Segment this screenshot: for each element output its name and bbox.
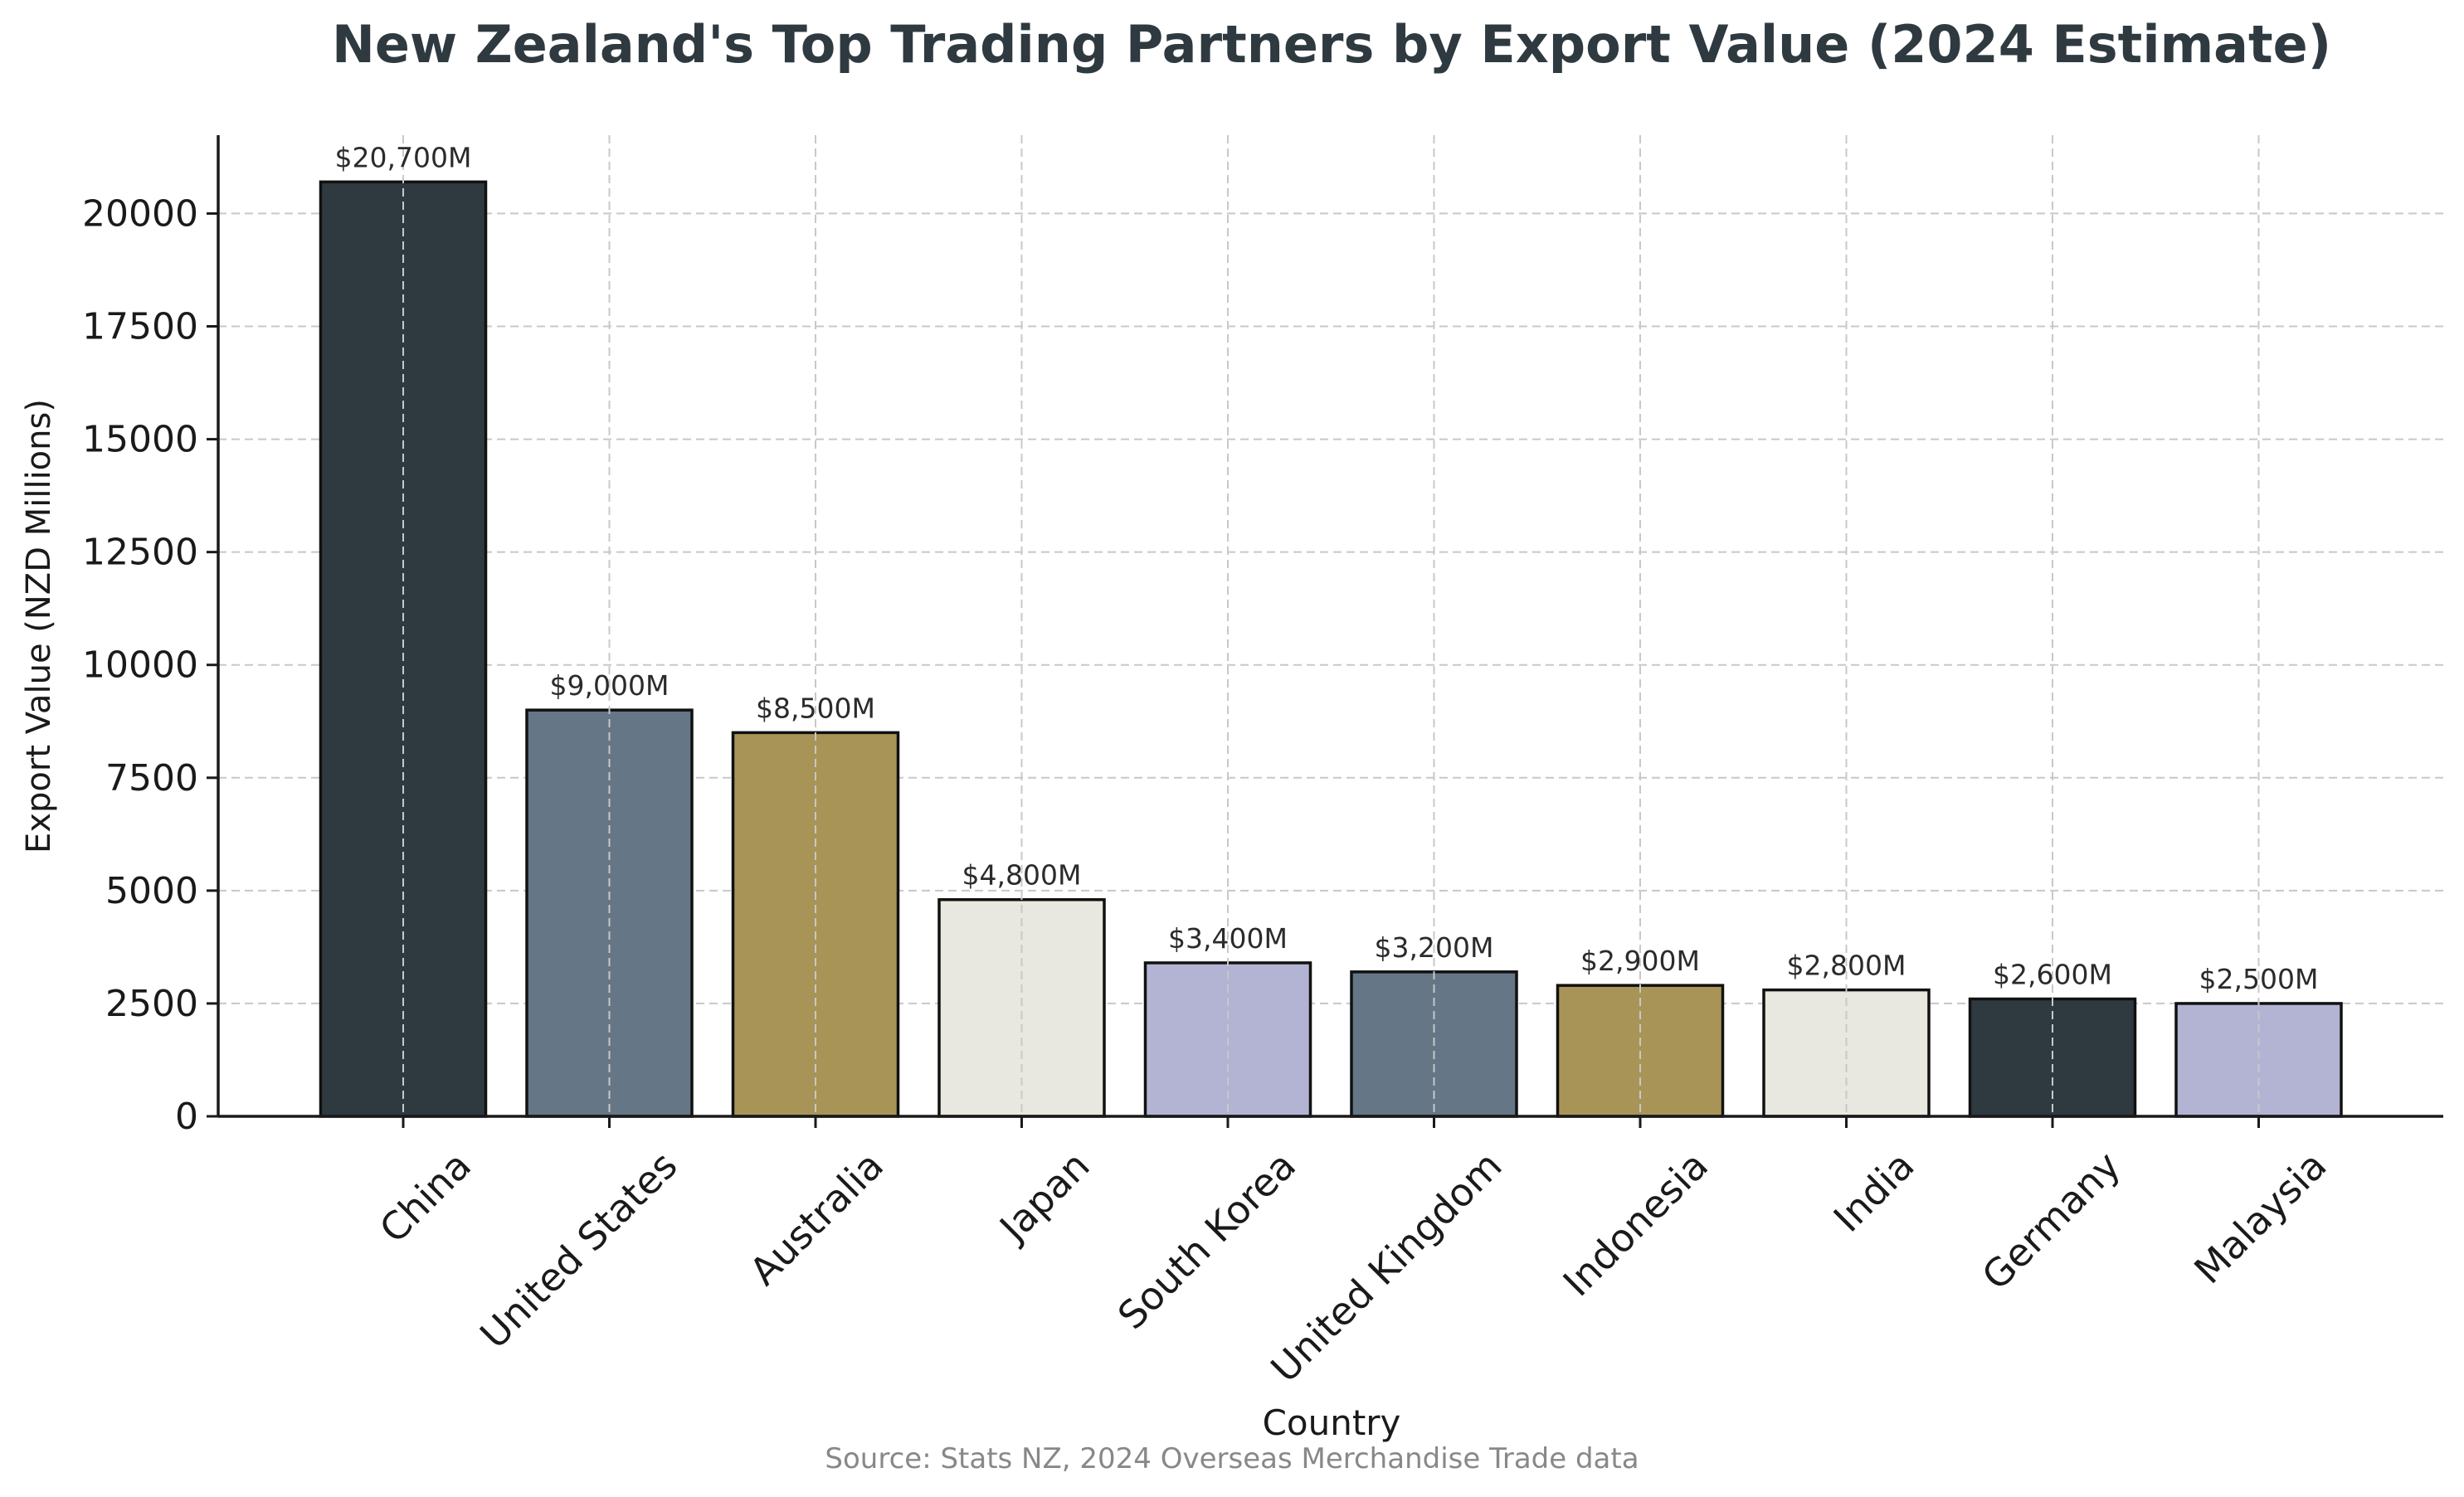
axes xyxy=(207,135,2443,1128)
data-label: $2,600M xyxy=(1993,958,2112,990)
y-tick-label: 10000 xyxy=(82,644,198,687)
y-tick-label: 20000 xyxy=(82,192,198,235)
y-tick-label: 15000 xyxy=(82,419,198,461)
y-tick-label: 17500 xyxy=(82,306,198,348)
data-label: $9,000M xyxy=(550,669,670,702)
y-tick-label: 2500 xyxy=(105,983,198,1025)
data-labels: $20,700M $9,000M $8,500M $4,800M $3,400M $3,2… xyxy=(335,141,2319,995)
y-tick-labels: 0 2500 5000 7500 10000 12500 15000 17500 20000 xyxy=(82,192,198,1138)
y-tick-label: 0 xyxy=(175,1096,198,1138)
data-label: $20,700M xyxy=(335,141,472,173)
vertical-grid-lines xyxy=(402,135,2260,1116)
data-label: $2,900M xyxy=(1580,945,1700,977)
y-tick-label: 5000 xyxy=(105,870,198,912)
data-label: $4,800M xyxy=(962,859,1082,892)
data-label: $3,200M xyxy=(1375,931,1494,964)
y-axis-label: Export Value (NZD Millions) xyxy=(20,399,58,853)
chart-title: New Zealand's Top Trading Partners by Ex… xyxy=(332,14,2331,75)
data-label: $8,500M xyxy=(756,692,875,724)
y-tick-label: 7500 xyxy=(105,757,198,800)
x-axis-label: Country xyxy=(1263,1402,1401,1443)
bar xyxy=(2174,1002,2343,1118)
data-label: $2,500M xyxy=(2199,963,2319,995)
source-note: Source: Stats NZ, 2024 Overseas Merchand… xyxy=(825,1442,1639,1475)
data-label: $2,800M xyxy=(1787,950,1906,982)
data-label: $3,400M xyxy=(1168,922,1288,955)
y-tick-label: 12500 xyxy=(82,532,198,574)
